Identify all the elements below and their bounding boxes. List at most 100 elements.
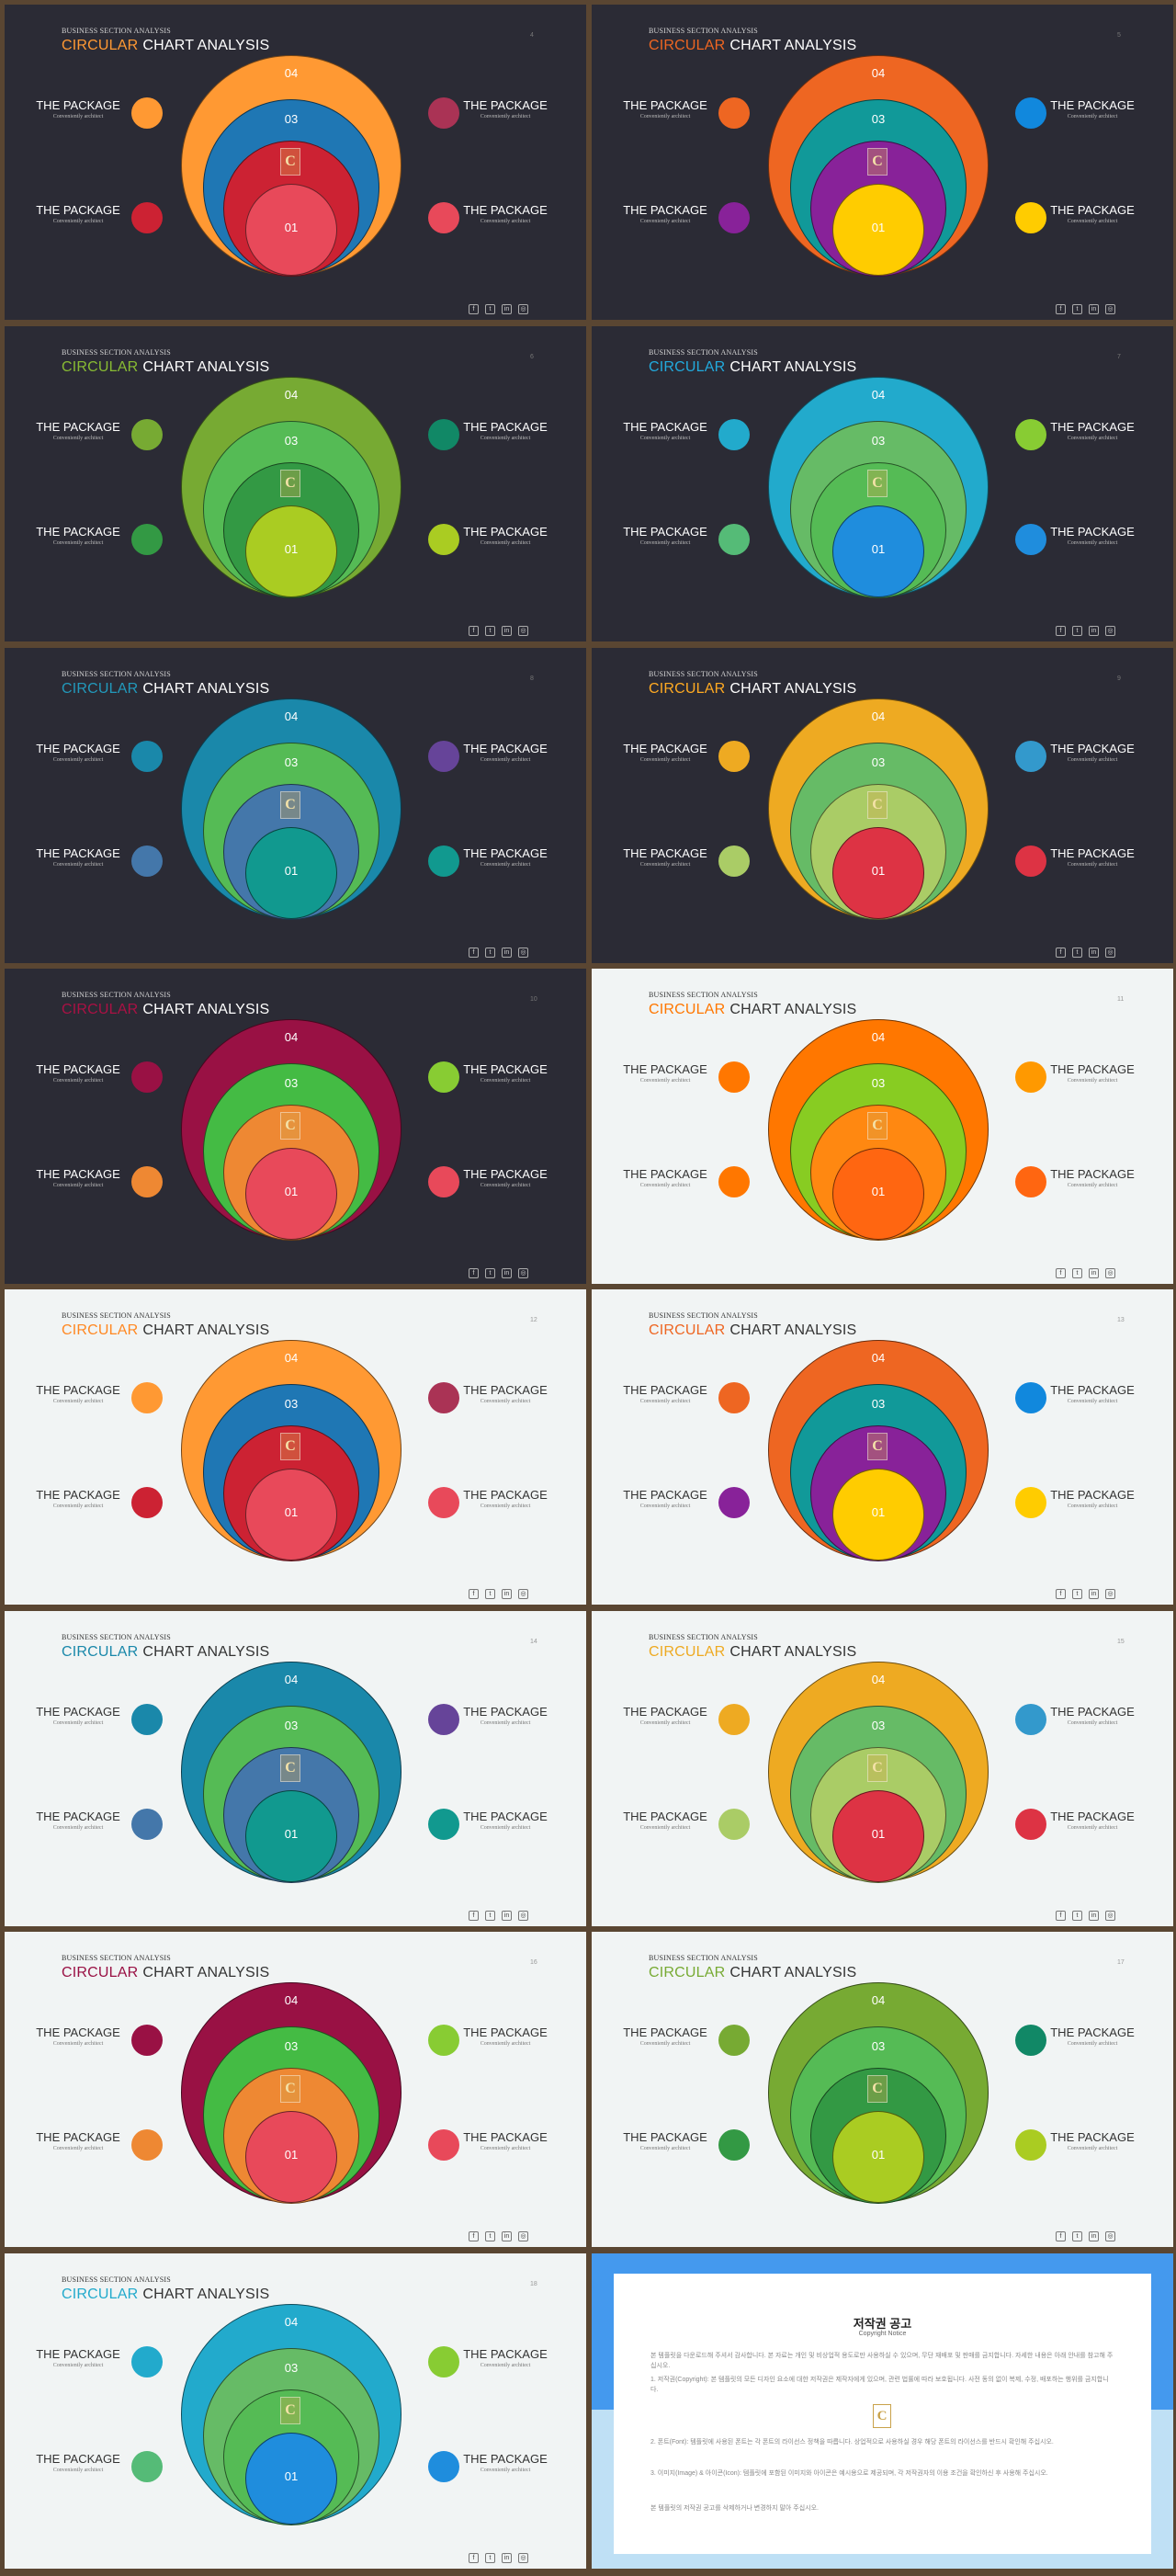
facebook-icon[interactable]: f bbox=[1056, 1589, 1066, 1599]
slide-kicker: BUSINESS SECTION ANALYSIS bbox=[62, 991, 171, 999]
logo-icon: C bbox=[867, 2075, 888, 2103]
title-accent-word: CIRCULAR bbox=[62, 1002, 139, 1017]
package-label: THE PACKAGE Conveniently architect bbox=[9, 1167, 147, 1188]
social-icons: f t in ◎ bbox=[1056, 1905, 1122, 1922]
instagram-icon[interactable]: ◎ bbox=[518, 948, 528, 958]
linkedin-icon[interactable]: in bbox=[502, 304, 512, 314]
package-label: THE PACKAGE Conveniently architect bbox=[1023, 742, 1161, 763]
instagram-icon[interactable]: ◎ bbox=[518, 1268, 528, 1278]
twitter-icon[interactable]: t bbox=[485, 304, 495, 314]
instagram-icon[interactable]: ◎ bbox=[1105, 1268, 1115, 1278]
twitter-icon[interactable]: t bbox=[1072, 1589, 1082, 1599]
slide-title: CIRCULAR CHART ANALYSIS bbox=[62, 38, 269, 54]
package-title: THE PACKAGE bbox=[623, 2026, 707, 2039]
package-subtitle: Conveniently architect bbox=[639, 757, 691, 763]
linkedin-icon[interactable]: in bbox=[502, 2553, 512, 2563]
ring-number: 01 bbox=[284, 542, 299, 556]
linkedin-icon[interactable]: in bbox=[1089, 1268, 1099, 1278]
twitter-icon[interactable]: t bbox=[1072, 2231, 1082, 2241]
ring-number: 04 bbox=[871, 388, 886, 402]
facebook-icon[interactable]: f bbox=[469, 948, 479, 958]
linkedin-icon[interactable]: in bbox=[502, 2231, 512, 2241]
twitter-icon[interactable]: t bbox=[485, 2553, 495, 2563]
linkedin-icon[interactable]: in bbox=[502, 626, 512, 636]
twitter-icon[interactable]: t bbox=[485, 1911, 495, 1921]
facebook-icon[interactable]: f bbox=[469, 1589, 479, 1599]
instagram-icon[interactable]: ◎ bbox=[518, 626, 528, 636]
twitter-icon[interactable]: t bbox=[485, 1589, 495, 1599]
package-subtitle: Conveniently architect bbox=[639, 1825, 691, 1831]
facebook-icon[interactable]: f bbox=[1056, 2231, 1066, 2241]
ring-number: 03 bbox=[871, 1719, 886, 1732]
package-title: THE PACKAGE bbox=[36, 2130, 120, 2144]
instagram-icon[interactable]: ◎ bbox=[518, 1911, 528, 1921]
linkedin-icon[interactable]: in bbox=[1089, 948, 1099, 958]
twitter-icon[interactable]: t bbox=[1072, 626, 1082, 636]
title-accent-word: CIRCULAR bbox=[62, 681, 139, 697]
package-label: THE PACKAGE Conveniently architect bbox=[436, 1705, 574, 1726]
facebook-icon[interactable]: f bbox=[469, 2553, 479, 2563]
instagram-icon[interactable]: ◎ bbox=[1105, 2231, 1115, 2241]
twitter-icon[interactable]: t bbox=[1072, 1911, 1082, 1921]
twitter-icon[interactable]: t bbox=[485, 1268, 495, 1278]
facebook-icon[interactable]: f bbox=[469, 304, 479, 314]
package-subtitle: Conveniently architect bbox=[52, 1183, 104, 1188]
color-dot bbox=[131, 1809, 163, 1840]
circle-ring bbox=[832, 1148, 924, 1240]
linkedin-icon[interactable]: in bbox=[1089, 1589, 1099, 1599]
color-dot bbox=[131, 2451, 163, 2482]
slide-kicker: BUSINESS SECTION ANALYSIS bbox=[62, 27, 171, 35]
facebook-icon[interactable]: f bbox=[469, 2231, 479, 2241]
facebook-icon[interactable]: f bbox=[1056, 626, 1066, 636]
package-label: THE PACKAGE Conveniently architect bbox=[1023, 846, 1161, 868]
facebook-icon[interactable]: f bbox=[1056, 948, 1066, 958]
twitter-icon[interactable]: t bbox=[1072, 948, 1082, 958]
twitter-icon[interactable]: t bbox=[485, 626, 495, 636]
instagram-icon[interactable]: ◎ bbox=[1105, 1589, 1115, 1599]
slide-kicker: BUSINESS SECTION ANALYSIS bbox=[649, 1954, 758, 1962]
instagram-icon[interactable]: ◎ bbox=[1105, 304, 1115, 314]
facebook-icon[interactable]: f bbox=[1056, 304, 1066, 314]
title-accent-word: CIRCULAR bbox=[649, 38, 726, 53]
twitter-icon[interactable]: t bbox=[1072, 304, 1082, 314]
linkedin-icon[interactable]: in bbox=[502, 948, 512, 958]
linkedin-icon[interactable]: in bbox=[1089, 2231, 1099, 2241]
linkedin-icon[interactable]: in bbox=[1089, 1911, 1099, 1921]
title-word: CHART ANALYSIS bbox=[142, 359, 270, 375]
package-label: THE PACKAGE Conveniently architect bbox=[436, 846, 574, 868]
twitter-icon[interactable]: t bbox=[485, 948, 495, 958]
package-label: THE PACKAGE Conveniently architect bbox=[596, 1705, 734, 1726]
facebook-icon[interactable]: f bbox=[1056, 1911, 1066, 1921]
instagram-icon[interactable]: ◎ bbox=[518, 304, 528, 314]
package-label: THE PACKAGE Conveniently architect bbox=[9, 2130, 147, 2151]
color-dot bbox=[131, 419, 163, 450]
ring-number: 03 bbox=[284, 1397, 299, 1411]
linkedin-icon[interactable]: in bbox=[502, 1589, 512, 1599]
instagram-icon[interactable]: ◎ bbox=[1105, 626, 1115, 636]
slide-kicker: BUSINESS SECTION ANALYSIS bbox=[649, 670, 758, 678]
twitter-icon[interactable]: t bbox=[485, 2231, 495, 2241]
instagram-icon[interactable]: ◎ bbox=[518, 2231, 528, 2241]
package-title: THE PACKAGE bbox=[36, 1705, 120, 1719]
title-accent-word: CIRCULAR bbox=[649, 1322, 726, 1338]
package-title: THE PACKAGE bbox=[36, 1810, 120, 1823]
instagram-icon[interactable]: ◎ bbox=[518, 2553, 528, 2563]
linkedin-icon[interactable]: in bbox=[502, 1911, 512, 1921]
twitter-icon[interactable]: t bbox=[1072, 1268, 1082, 1278]
facebook-icon[interactable]: f bbox=[469, 626, 479, 636]
linkedin-icon[interactable]: in bbox=[1089, 626, 1099, 636]
slide-title: CIRCULAR CHART ANALYSIS bbox=[649, 1644, 856, 1661]
linkedin-icon[interactable]: in bbox=[502, 1268, 512, 1278]
color-dot bbox=[131, 1061, 163, 1093]
facebook-icon[interactable]: f bbox=[469, 1268, 479, 1278]
facebook-icon[interactable]: f bbox=[1056, 1268, 1066, 1278]
instagram-icon[interactable]: ◎ bbox=[1105, 1911, 1115, 1921]
package-label: THE PACKAGE Conveniently architect bbox=[436, 2347, 574, 2368]
instagram-icon[interactable]: ◎ bbox=[518, 1589, 528, 1599]
facebook-icon[interactable]: f bbox=[469, 1911, 479, 1921]
social-icons: f t in ◎ bbox=[469, 299, 535, 315]
package-subtitle: Conveniently architect bbox=[1067, 219, 1118, 224]
linkedin-icon[interactable]: in bbox=[1089, 304, 1099, 314]
instagram-icon[interactable]: ◎ bbox=[1105, 948, 1115, 958]
color-dot bbox=[1015, 741, 1046, 772]
